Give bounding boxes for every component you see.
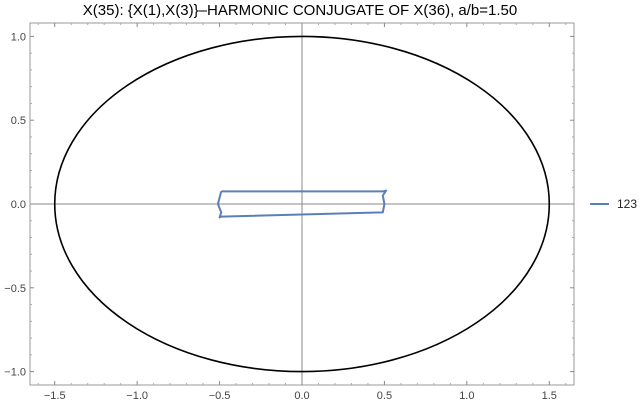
y-tick-label: −1.0 xyxy=(4,367,26,379)
legend-label: 123 xyxy=(617,197,637,211)
x-tick-label: 1.5 xyxy=(542,390,557,402)
x-tick-label: −1.0 xyxy=(126,390,148,402)
x-tick-label: −0.5 xyxy=(209,390,231,402)
reference-ellipse xyxy=(53,35,551,373)
x-tick-label: 0.5 xyxy=(377,390,392,402)
series-layer xyxy=(216,189,388,219)
x-tick-label: 1.0 xyxy=(459,390,474,402)
y-tick-label: 1.0 xyxy=(11,31,26,43)
legend: 123 xyxy=(590,197,637,211)
axes xyxy=(30,23,574,385)
x-tick-label: 0.0 xyxy=(294,390,309,402)
x-axis-ticks: −1.5 −1.0 −0.5 0.0 0.5 1.0 1.5 xyxy=(37,23,567,402)
y-tick-label: −0.5 xyxy=(4,283,26,295)
y-tick-label: 0.5 xyxy=(11,115,26,127)
y-axis-ticks: −1.0 −0.5 0.0 0.5 1.0 xyxy=(4,31,574,379)
series-line xyxy=(216,189,388,219)
reference-ellipse-layer xyxy=(53,35,551,373)
chart-title: X(35): {X(1),X(3)}–HARMONIC CONJUGATE OF… xyxy=(83,2,517,19)
y-tick-label: 0.0 xyxy=(11,199,26,211)
x-tick-label: −1.5 xyxy=(44,390,66,402)
